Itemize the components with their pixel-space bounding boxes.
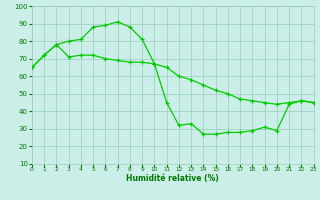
X-axis label: Humidité relative (%): Humidité relative (%): [126, 174, 219, 183]
